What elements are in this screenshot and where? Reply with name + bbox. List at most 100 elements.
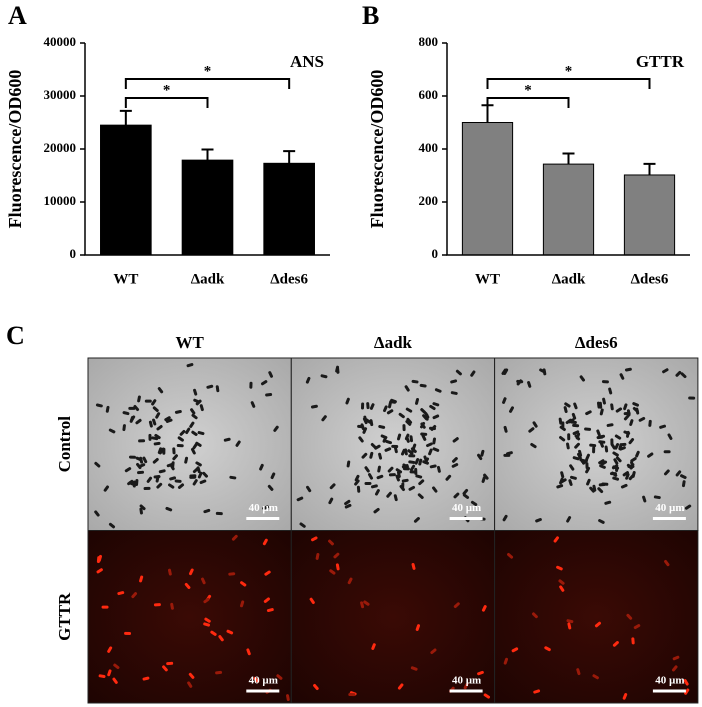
cell — [610, 443, 616, 450]
cell — [624, 367, 632, 372]
cell — [299, 522, 306, 528]
cell — [165, 418, 173, 423]
cell — [136, 462, 142, 470]
cell — [628, 438, 635, 445]
cell — [598, 519, 605, 524]
cell — [432, 486, 438, 493]
cell — [451, 463, 459, 468]
cell — [384, 447, 392, 452]
cell — [177, 483, 185, 489]
cell — [172, 454, 178, 461]
cell — [155, 475, 160, 483]
cell — [419, 383, 427, 388]
cell — [409, 470, 417, 474]
cell — [572, 430, 580, 435]
y-tick-label: 30000 — [44, 87, 77, 102]
micrograph — [290, 357, 496, 531]
cell — [404, 448, 408, 456]
cell — [450, 391, 458, 395]
cell — [329, 569, 336, 575]
cell — [137, 470, 145, 475]
cell — [623, 411, 631, 416]
cell — [401, 478, 409, 483]
y-tick-label: 10000 — [44, 193, 77, 208]
axes — [84, 43, 330, 256]
cell — [566, 442, 570, 450]
cell — [191, 430, 198, 436]
bar — [100, 124, 152, 256]
cell — [187, 681, 193, 688]
cell — [177, 436, 184, 442]
cell — [619, 446, 626, 451]
y-tick-label: 800 — [419, 34, 439, 49]
micrograph-bg — [494, 530, 699, 704]
cell — [368, 473, 374, 480]
cell — [376, 474, 384, 480]
cell — [675, 370, 682, 377]
cell — [483, 473, 489, 480]
cell — [684, 688, 690, 695]
cell — [612, 476, 620, 481]
cell — [144, 399, 152, 403]
cell — [373, 507, 380, 514]
x-tick-label: Δadk — [552, 271, 586, 287]
cell — [633, 624, 641, 630]
cell — [566, 516, 572, 523]
inset-label: ANS — [290, 52, 324, 71]
cell — [663, 450, 671, 454]
cell — [560, 478, 567, 484]
cell — [535, 518, 542, 523]
cell — [629, 419, 634, 426]
cell — [156, 482, 163, 489]
cell — [418, 458, 423, 466]
cell — [503, 425, 508, 433]
cell — [585, 453, 590, 461]
cell — [619, 442, 627, 447]
column-label: WT — [175, 333, 204, 352]
cell — [190, 447, 196, 455]
cell — [98, 674, 106, 679]
cell — [201, 577, 206, 585]
cell — [502, 514, 508, 522]
cell — [259, 463, 264, 471]
significance-label: * — [565, 63, 573, 79]
cell — [409, 448, 415, 455]
cell — [601, 380, 609, 384]
cell — [203, 622, 211, 627]
significance-label: * — [204, 63, 212, 79]
cell — [396, 471, 401, 478]
cell — [218, 635, 224, 642]
x-tick-label: Δdes6 — [270, 271, 308, 287]
cell — [511, 647, 519, 653]
scale-bar-label: 40 µm — [452, 502, 481, 514]
cell — [399, 484, 405, 492]
cell — [602, 397, 606, 405]
cell — [612, 641, 619, 647]
cell — [158, 469, 166, 474]
cell — [429, 404, 436, 411]
cell — [108, 428, 116, 434]
cell — [390, 398, 397, 404]
cell — [599, 464, 606, 469]
cell — [594, 621, 601, 628]
cell — [170, 602, 174, 610]
cell — [146, 476, 153, 483]
cell — [374, 489, 380, 496]
cell — [393, 446, 398, 454]
cell — [193, 398, 200, 404]
cell — [567, 433, 571, 441]
cell — [305, 376, 311, 384]
micrograph-bg — [290, 530, 496, 704]
cell — [184, 582, 191, 589]
cell — [226, 629, 234, 635]
cell — [453, 602, 460, 608]
cell — [597, 487, 604, 494]
cell — [265, 393, 273, 397]
cell — [530, 442, 537, 449]
cell — [328, 497, 334, 505]
cell — [246, 648, 251, 656]
cell — [133, 404, 140, 411]
cell — [596, 429, 601, 437]
cell — [101, 605, 109, 609]
